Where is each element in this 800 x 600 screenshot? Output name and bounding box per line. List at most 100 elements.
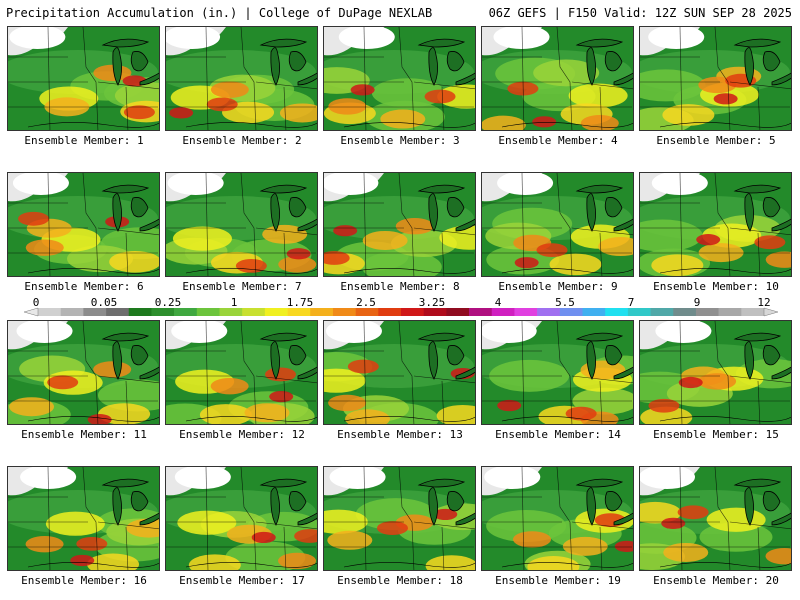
colorbar-swatch	[605, 308, 629, 316]
ensemble-map-panel	[7, 320, 160, 425]
precip-map	[8, 27, 159, 130]
colorbar-tick-label: 3.25	[418, 296, 446, 309]
colorbar-swatch	[106, 308, 130, 316]
ensemble-map-panel	[481, 320, 634, 425]
colorbar-swatch	[514, 308, 538, 316]
colorbar-swatch	[469, 308, 493, 316]
colorbar-swatch	[355, 308, 379, 316]
colorbar-tick-label: 0	[32, 296, 40, 309]
ensemble-map-panel	[7, 26, 160, 131]
precip-map	[324, 321, 475, 424]
ensemble-member-label: Ensemble Member: 15	[653, 428, 779, 441]
colorbar-tick-label: 12	[757, 296, 771, 309]
colorbar-tick-label: 0.05	[90, 296, 118, 309]
ensemble-member-label: Ensemble Member: 3	[340, 134, 460, 147]
colorbar-swatch	[378, 308, 402, 316]
precip-map	[166, 27, 317, 130]
colorbar-swatch	[242, 308, 266, 316]
precip-map	[324, 27, 475, 130]
colorbar-swatch	[741, 308, 765, 316]
colorbar-swatch	[423, 308, 447, 316]
ensemble-map-panel	[323, 466, 476, 571]
colorbar-swatch	[83, 308, 107, 316]
precip-map	[482, 467, 633, 570]
product-title: Precipitation Accumulation (in.) | Colle…	[6, 6, 433, 20]
colorbar-tick-label: 7	[627, 296, 635, 309]
ensemble-member-label: Ensemble Member: 8	[340, 280, 460, 293]
colorbar-swatch	[151, 308, 175, 316]
ensemble-map-panel	[639, 26, 792, 131]
run-valid-time: 06Z GEFS | F150 Valid: 12Z SUN SEP 28 20…	[488, 6, 792, 20]
precip-map	[324, 173, 475, 276]
ensemble-map-panel	[639, 172, 792, 277]
precip-map	[166, 321, 317, 424]
ensemble-member-label: Ensemble Member: 18	[337, 574, 463, 587]
colorbar-tick-label: 1	[230, 296, 238, 309]
ensemble-member-label: Ensemble Member: 6	[24, 280, 144, 293]
colorbar-max-arrow	[763, 307, 779, 317]
ensemble-member-label: Ensemble Member: 7	[182, 280, 302, 293]
ensemble-map-panel	[165, 172, 318, 277]
ensemble-member-label: Ensemble Member: 17	[179, 574, 305, 587]
precip-map	[8, 321, 159, 424]
precip-map	[482, 321, 633, 424]
colorbar	[23, 307, 779, 317]
colorbar-swatch	[174, 308, 198, 316]
precip-map	[640, 173, 791, 276]
ensemble-map-panel	[7, 172, 160, 277]
ensemble-member-label: Ensemble Member: 4	[498, 134, 618, 147]
precip-map	[166, 467, 317, 570]
precip-map	[640, 321, 791, 424]
ensemble-member-label: Ensemble Member: 5	[656, 134, 776, 147]
colorbar-swatch	[582, 308, 606, 316]
colorbar-swatch	[264, 308, 288, 316]
colorbar-tick-label: 4	[494, 296, 502, 309]
ensemble-map-panel	[7, 466, 160, 571]
colorbar-swatch	[287, 308, 311, 316]
colorbar-min-arrow	[23, 307, 39, 317]
colorbar-swatch	[401, 308, 424, 316]
ensemble-map-panel	[639, 320, 792, 425]
colorbar-swatch	[559, 308, 583, 316]
colorbar-tick-label: 5.5	[555, 296, 575, 309]
ensemble-map-panel	[165, 320, 318, 425]
ensemble-map-panel	[323, 172, 476, 277]
colorbar-swatch	[128, 308, 152, 316]
ensemble-member-label: Ensemble Member: 20	[653, 574, 779, 587]
ensemble-member-label: Ensemble Member: 12	[179, 428, 305, 441]
colorbar-swatch	[196, 308, 220, 316]
colorbar-tick-label: 2.5	[356, 296, 376, 309]
colorbar-swatch	[695, 308, 719, 316]
precip-map	[640, 27, 791, 130]
ensemble-member-label: Ensemble Member: 1	[24, 134, 144, 147]
colorbar-swatch	[673, 308, 697, 316]
ensemble-map-panel	[323, 26, 476, 131]
precip-map	[324, 467, 475, 570]
colorbar-swatch	[310, 308, 334, 316]
precip-map	[482, 27, 633, 130]
ensemble-member-label: Ensemble Member: 19	[495, 574, 621, 587]
colorbar-swatch	[718, 308, 742, 316]
ensemble-member-label: Ensemble Member: 10	[653, 280, 779, 293]
ensemble-map-panel	[165, 466, 318, 571]
colorbar-swatch	[446, 308, 470, 316]
ensemble-member-label: Ensemble Member: 2	[182, 134, 302, 147]
precip-map	[8, 173, 159, 276]
precip-map	[640, 467, 791, 570]
ensemble-member-label: Ensemble Member: 9	[498, 280, 618, 293]
ensemble-member-label: Ensemble Member: 14	[495, 428, 621, 441]
colorbar-swatch	[491, 308, 515, 316]
ensemble-map-panel	[323, 320, 476, 425]
colorbar-tick-label: 0.25	[154, 296, 182, 309]
precip-map	[482, 173, 633, 276]
precip-map	[166, 173, 317, 276]
ensemble-map-panel	[639, 466, 792, 571]
ensemble-map-panel	[165, 26, 318, 131]
ensemble-member-label: Ensemble Member: 16	[21, 574, 147, 587]
colorbar-swatch	[332, 308, 356, 316]
colorbar-swatch	[60, 308, 84, 316]
ensemble-map-panel	[481, 466, 634, 571]
colorbar-tick-label: 1.75	[286, 296, 314, 309]
colorbar-tick-label: 9	[693, 296, 701, 309]
ensemble-member-label: Ensemble Member: 13	[337, 428, 463, 441]
